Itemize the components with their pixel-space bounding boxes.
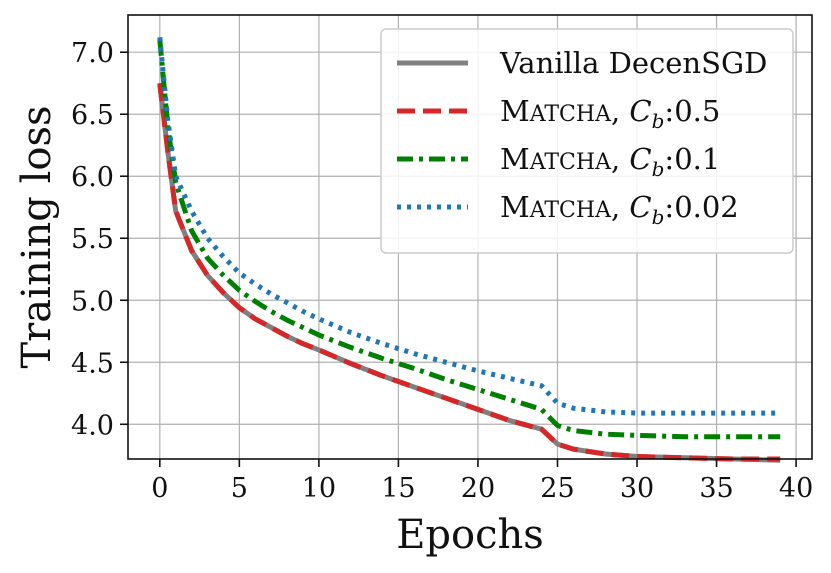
x-tick-label: 35: [699, 473, 733, 504]
y-tick-label: 7.0: [71, 38, 114, 69]
y-tick-label: 6.5: [71, 100, 114, 131]
y-tick-label: 5.5: [71, 224, 114, 255]
x-axis-label: Epochs: [396, 512, 544, 558]
y-tick-label: 5.0: [71, 286, 114, 317]
series-lines: [157, 37, 781, 463]
y-axis-label: Training loss: [14, 105, 60, 368]
y-tick-label: 6.0: [71, 162, 114, 193]
x-tick-label: 0: [151, 473, 168, 504]
y-tick-label: 4.0: [71, 410, 114, 441]
legend-label-2: MATCHA, Cb:0.1: [500, 142, 720, 181]
x-tick-label: 30: [620, 473, 654, 504]
legend-box: [380, 28, 794, 254]
x-tick-label: 25: [540, 473, 574, 504]
legend-label-0: Vanilla DecenSGD: [499, 46, 767, 80]
series-line-3: [157, 37, 781, 416]
series-line-2: [157, 39, 781, 440]
x-tick-label: 15: [381, 473, 415, 504]
x-tick-label: 20: [461, 473, 495, 504]
axis-ticks: 0 5 10 15 20 25 30 35 40 4.0 4.5 5.0 5.5 6.0 6.5 7.0: [71, 38, 813, 504]
x-tick-label: 5: [231, 473, 248, 504]
y-tick-label: 4.5: [71, 348, 114, 379]
legend-label-1: MATCHA, Cb:0.5: [500, 94, 720, 133]
x-tick-label: 40: [779, 473, 813, 504]
plot-frame: [127, 14, 813, 460]
legend: Vanilla DecenSGD MATCHA, Cb:0.5 MATCHA, Cb…: [380, 28, 794, 254]
series-line-1: [157, 82, 781, 462]
x-tick-label: 10: [302, 473, 336, 504]
legend-label-3: MATCHA, Cb:0.02: [500, 190, 739, 229]
